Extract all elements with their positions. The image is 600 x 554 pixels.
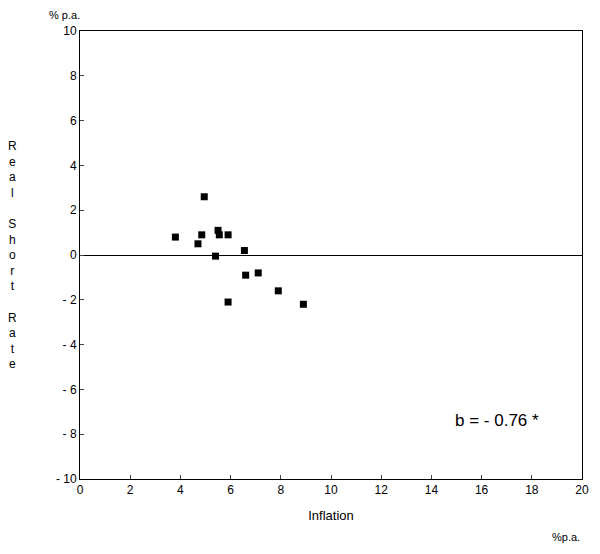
svg-text:0: 0	[77, 483, 84, 497]
svg-text:- 4: - 4	[63, 338, 77, 352]
svg-text:6: 6	[227, 483, 234, 497]
svg-text:10: 10	[63, 24, 77, 38]
svg-text:- 8: - 8	[63, 427, 77, 441]
svg-text:4: 4	[177, 483, 184, 497]
svg-text:% p.a.: % p.a.	[49, 9, 80, 21]
svg-text:16: 16	[475, 483, 489, 497]
svg-text:2: 2	[70, 203, 77, 217]
svg-text:4: 4	[70, 159, 77, 173]
svg-text:%p.a.: %p.a.	[552, 531, 580, 543]
svg-text:8: 8	[70, 69, 77, 83]
svg-text:Real Short Rate: Real Short Rate	[8, 139, 17, 371]
svg-text:- 6: - 6	[63, 383, 77, 397]
svg-text:18: 18	[525, 483, 539, 497]
svg-text:6: 6	[70, 114, 77, 128]
svg-text:14: 14	[425, 483, 439, 497]
svg-text:Inflation: Inflation	[308, 508, 354, 523]
svg-text:20: 20	[575, 483, 589, 497]
svg-text:- 10: - 10	[56, 472, 77, 486]
svg-text:b = - 0.76 *: b = - 0.76 *	[455, 411, 539, 430]
svg-text:- 2: - 2	[63, 293, 77, 307]
svg-text:2: 2	[127, 483, 134, 497]
svg-text:10: 10	[324, 483, 338, 497]
svg-text:0: 0	[70, 248, 77, 262]
svg-text:12: 12	[375, 483, 389, 497]
svg-text:8: 8	[277, 483, 284, 497]
